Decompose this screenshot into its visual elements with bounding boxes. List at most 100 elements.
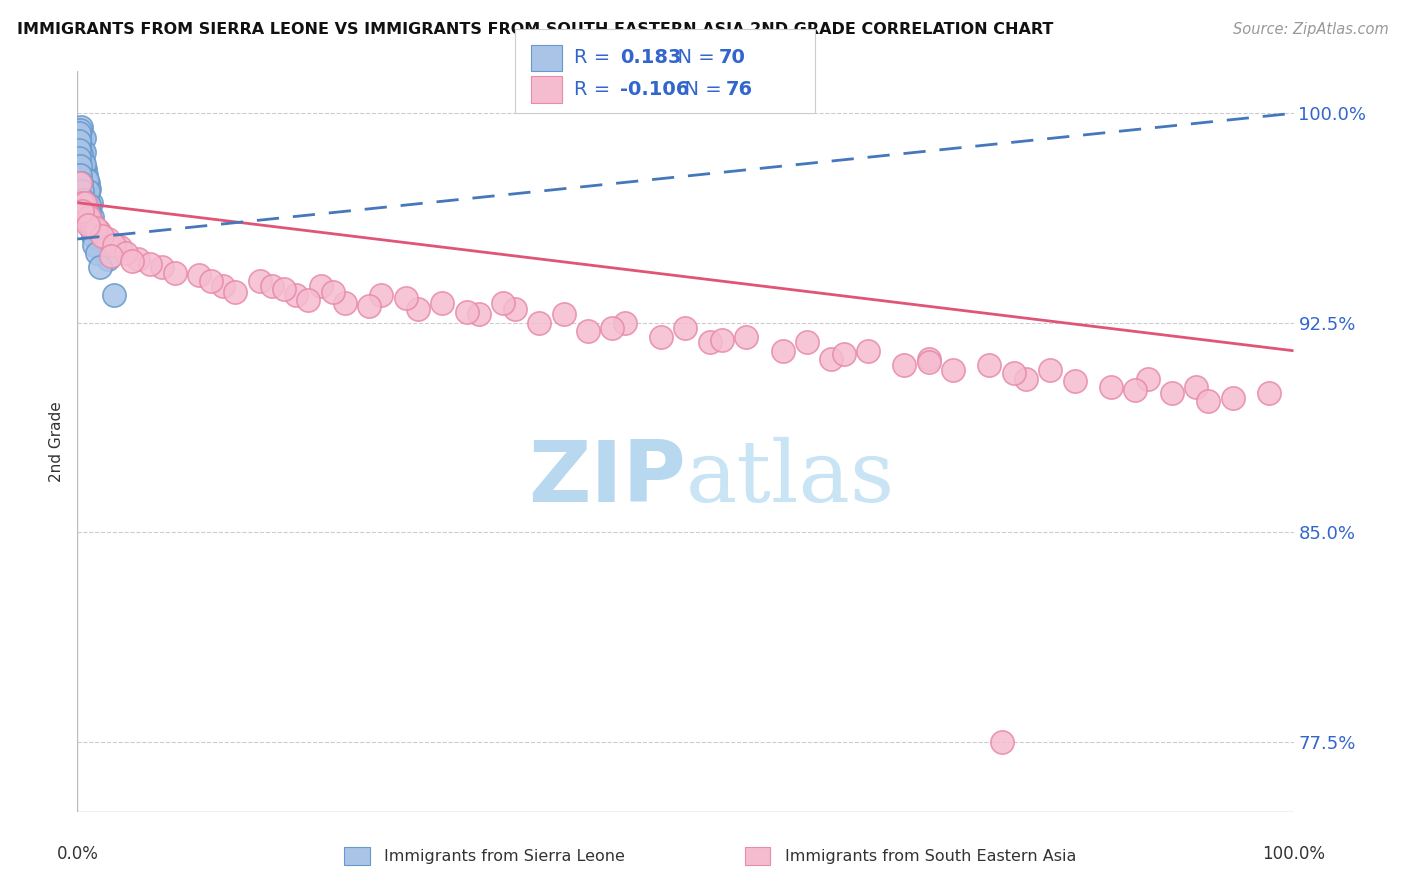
Point xyxy=(675,321,697,335)
Point xyxy=(84,220,107,235)
Point xyxy=(80,218,103,232)
Text: Source: ZipAtlas.com: Source: ZipAtlas.com xyxy=(1233,22,1389,37)
Y-axis label: 2nd Grade: 2nd Grade xyxy=(49,401,65,482)
Point xyxy=(76,173,98,187)
Point xyxy=(72,170,94,185)
Text: 0.183: 0.183 xyxy=(620,48,682,68)
Point xyxy=(576,324,599,338)
Point xyxy=(796,335,818,350)
Point xyxy=(1136,372,1159,386)
Point xyxy=(69,153,91,168)
Point xyxy=(72,162,94,177)
Point xyxy=(76,190,98,204)
Point xyxy=(127,252,149,266)
Text: IMMIGRANTS FROM SIERRA LEONE VS IMMIGRANTS FROM SOUTH EASTERN ASIA 2ND GRADE COR: IMMIGRANTS FROM SIERRA LEONE VS IMMIGRAN… xyxy=(17,22,1053,37)
Point xyxy=(467,307,489,321)
Point xyxy=(297,293,319,308)
Point xyxy=(1125,383,1147,397)
Text: atlas: atlas xyxy=(686,437,894,520)
Point xyxy=(359,299,381,313)
Point xyxy=(70,176,93,190)
Point xyxy=(70,185,93,199)
Point xyxy=(67,126,90,140)
Point xyxy=(1002,366,1025,380)
Point xyxy=(72,131,94,145)
Point xyxy=(79,204,101,219)
Point xyxy=(72,204,94,219)
Point xyxy=(72,153,94,168)
Point xyxy=(77,198,100,212)
Point xyxy=(430,296,453,310)
Point xyxy=(73,156,96,170)
Point xyxy=(69,168,91,182)
Point xyxy=(200,274,222,288)
Point xyxy=(82,229,104,244)
Point xyxy=(1015,372,1038,386)
Point xyxy=(76,193,98,207)
Point xyxy=(97,232,120,246)
Point xyxy=(90,240,112,254)
Text: N =: N = xyxy=(672,79,728,99)
Point xyxy=(67,151,90,165)
Point xyxy=(100,249,122,263)
Point xyxy=(70,204,93,219)
Point xyxy=(82,218,104,232)
Point xyxy=(772,343,794,358)
Point xyxy=(249,274,271,288)
Point xyxy=(80,220,103,235)
Point xyxy=(80,210,103,224)
Point xyxy=(1197,394,1219,409)
Point xyxy=(188,268,211,283)
Point xyxy=(77,218,100,232)
Point xyxy=(70,168,93,182)
Point xyxy=(75,168,97,182)
Point xyxy=(918,355,941,369)
Point xyxy=(699,335,721,350)
Point xyxy=(273,282,295,296)
Point xyxy=(212,279,235,293)
Point xyxy=(90,229,112,244)
Point xyxy=(370,288,392,302)
Point xyxy=(710,333,733,347)
Text: ZIP: ZIP xyxy=(527,437,686,520)
Point xyxy=(1185,380,1208,394)
Point xyxy=(69,159,91,173)
Point xyxy=(77,182,100,196)
Point xyxy=(67,134,90,148)
Point xyxy=(69,131,91,145)
Point xyxy=(97,252,120,266)
Point xyxy=(163,266,186,280)
Text: 100.0%: 100.0% xyxy=(1263,846,1324,863)
Point xyxy=(73,145,96,160)
Point xyxy=(75,187,97,202)
Point xyxy=(650,330,672,344)
Text: N =: N = xyxy=(665,48,721,68)
Point xyxy=(80,195,103,210)
Point xyxy=(79,210,101,224)
Point xyxy=(492,296,515,310)
Point xyxy=(67,128,90,143)
Point xyxy=(103,288,125,302)
Point xyxy=(89,232,111,246)
Text: Immigrants from Sierra Leone: Immigrants from Sierra Leone xyxy=(384,849,624,863)
Point xyxy=(918,352,941,367)
Point xyxy=(322,285,344,299)
Point xyxy=(139,257,162,271)
Point xyxy=(75,162,97,177)
Point xyxy=(893,358,915,372)
Point xyxy=(72,143,94,157)
Point xyxy=(115,246,138,260)
Text: R =: R = xyxy=(574,79,616,99)
Point xyxy=(990,735,1012,749)
Point xyxy=(69,140,91,154)
Point xyxy=(108,240,131,254)
Point xyxy=(89,260,111,274)
Point xyxy=(72,159,94,173)
Point xyxy=(152,260,174,274)
Point xyxy=(79,212,101,227)
Point xyxy=(69,156,91,170)
Point xyxy=(72,193,94,207)
Point xyxy=(70,148,93,162)
Text: 76: 76 xyxy=(725,79,752,99)
Point xyxy=(76,212,98,227)
